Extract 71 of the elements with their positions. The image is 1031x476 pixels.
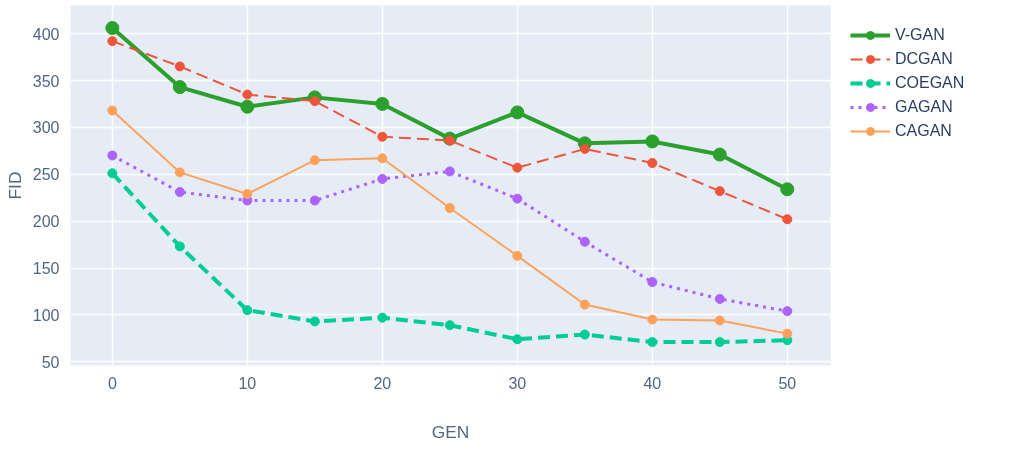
legend-label: CAGAN — [895, 122, 952, 140]
point — [782, 328, 793, 339]
y-tick-label: 300 — [32, 119, 60, 137]
x-tick-label: 30 — [508, 374, 527, 392]
y-tick-label: 200 — [32, 213, 60, 231]
y-tick-label: 250 — [32, 166, 60, 184]
point — [712, 147, 727, 162]
point — [714, 186, 725, 197]
legend-label: GAGAN — [895, 98, 953, 116]
point — [105, 21, 120, 35]
point — [172, 80, 187, 95]
point — [174, 167, 185, 178]
x-tick-label: 10 — [238, 374, 257, 392]
y-tick-label: 100 — [32, 306, 60, 324]
point — [242, 188, 253, 199]
point — [579, 236, 590, 247]
point — [782, 214, 793, 225]
point — [782, 306, 793, 317]
point — [377, 131, 388, 142]
point — [240, 99, 255, 114]
legend-label: COEGAN — [895, 74, 965, 92]
point — [714, 337, 725, 348]
point — [714, 293, 725, 304]
point — [174, 61, 185, 72]
legend-label: DCGAN — [895, 50, 953, 68]
y-tick-label: 350 — [32, 72, 60, 90]
point — [510, 105, 525, 120]
point — [107, 150, 118, 161]
point — [242, 89, 253, 100]
point — [174, 187, 185, 198]
point — [377, 153, 388, 164]
x-tick-label: 50 — [778, 374, 797, 392]
point — [375, 96, 390, 111]
point — [647, 314, 658, 325]
y-tick-label: 400 — [32, 25, 60, 43]
point — [444, 135, 455, 146]
point — [579, 299, 590, 310]
point — [107, 168, 118, 179]
point — [377, 312, 388, 323]
point — [242, 305, 253, 316]
point — [512, 162, 523, 173]
point — [107, 105, 118, 116]
x-tick-label: 0 — [107, 374, 117, 392]
point — [174, 241, 185, 252]
point — [444, 166, 455, 177]
point — [645, 134, 660, 149]
point — [309, 96, 320, 107]
y-tick-label: 150 — [32, 260, 60, 277]
point — [309, 195, 320, 206]
point — [579, 143, 590, 154]
point — [377, 173, 388, 184]
point — [647, 158, 658, 168]
x-tick-label: 40 — [643, 374, 662, 392]
point — [444, 320, 455, 331]
legend-label: V-GAN — [895, 26, 945, 44]
x-tick-label: 20 — [373, 374, 392, 392]
point — [107, 36, 118, 47]
point — [780, 182, 795, 197]
point — [512, 334, 523, 345]
point — [647, 337, 658, 348]
x-axis-title: GEN — [431, 421, 470, 442]
point — [714, 315, 725, 326]
point — [309, 155, 320, 166]
y-axis-title: FID — [4, 171, 25, 200]
point — [512, 250, 523, 261]
point — [647, 277, 658, 288]
point — [444, 203, 455, 213]
point — [579, 329, 590, 340]
y-tick-label: 50 — [41, 353, 60, 371]
point — [512, 193, 523, 204]
point — [309, 316, 320, 327]
